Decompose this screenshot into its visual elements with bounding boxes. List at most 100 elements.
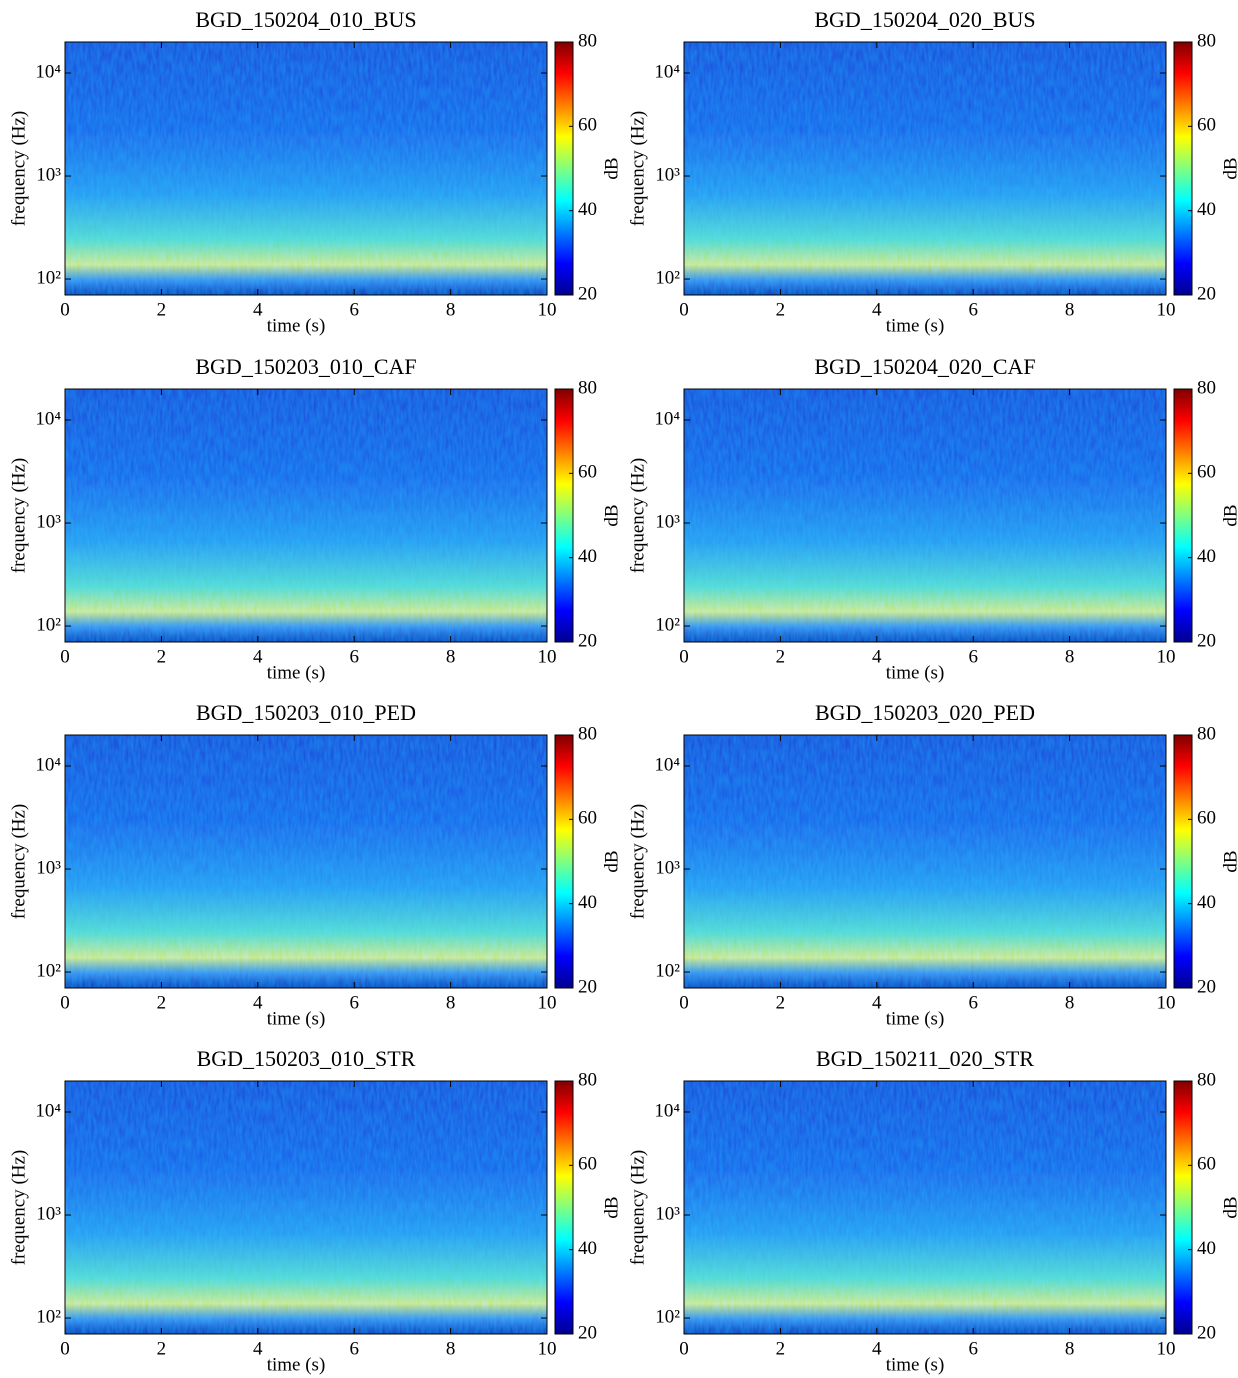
colorbar-tick-label: 20 — [1197, 1322, 1216, 1343]
panel: BGD_150204_010_BUS 0 2 4 6 8 10 10² 10³ 10⁴ time (… — [8, 7, 622, 336]
chart-title: BGD_150204_020_CAF — [814, 354, 1035, 379]
x-tick-label: 6 — [968, 299, 978, 320]
colorbar-tick-label: 20 — [578, 976, 597, 997]
colorbar-tick-label: 40 — [578, 199, 597, 220]
y-tick-label: 10³ — [36, 857, 61, 878]
colorbar-tick-label: 80 — [1197, 723, 1216, 744]
x-axis-label: time (s) — [886, 1008, 945, 1029]
colorbar — [1173, 41, 1193, 296]
x-tick-label: 4 — [872, 992, 882, 1013]
spectrogram-image — [65, 42, 547, 295]
x-tick-label: 2 — [157, 646, 167, 667]
x-tick-label: 0 — [679, 992, 689, 1013]
y-axis-label: frequency (Hz) — [8, 804, 29, 920]
spectrogram-image — [684, 42, 1166, 295]
spectrogram-image — [65, 735, 547, 988]
x-tick-label: 0 — [60, 1338, 70, 1359]
x-tick-label: 8 — [446, 299, 456, 320]
y-tick-label: 10⁴ — [35, 408, 61, 429]
colorbar-tick-label: 20 — [578, 1322, 597, 1343]
x-tick-label: 2 — [157, 992, 167, 1013]
colorbar-tick-label: 60 — [1197, 115, 1216, 136]
x-tick-label: 0 — [60, 992, 70, 1013]
colorbar-label: dB — [1220, 157, 1238, 179]
x-tick-label: 4 — [872, 1338, 882, 1359]
colorbar-tick-label: 60 — [578, 1154, 597, 1175]
x-tick-label: 10 — [1157, 646, 1176, 667]
x-tick-label: 0 — [60, 646, 70, 667]
panel: BGD_150211_020_STR 0 2 4 6 8 10 10² 10³ 10⁴ time (… — [627, 1046, 1238, 1375]
x-tick-label: 0 — [679, 646, 689, 667]
x-tick-label: 10 — [1157, 1338, 1176, 1359]
chart-title: BGD_150211_020_STR — [816, 1046, 1034, 1071]
x-axis-label: time (s) — [267, 315, 326, 336]
colorbar-tick-label: 80 — [578, 1069, 597, 1090]
colorbar-tick-label: 60 — [1197, 808, 1216, 829]
panel: BGD_150203_010_PED 0 2 4 6 8 10 10² 10³ 10⁴ time (… — [8, 700, 622, 1029]
panel: BGD_150203_020_PED 0 2 4 6 8 10 10² 10³ 10⁴ time (… — [627, 700, 1238, 1029]
x-tick-label: 6 — [349, 299, 359, 320]
colorbar — [554, 734, 574, 989]
x-tick-label: 0 — [679, 299, 689, 320]
y-tick-label: 10⁴ — [654, 61, 680, 82]
spectrogram-image — [65, 389, 547, 642]
chart-title: BGD_150203_020_PED — [815, 700, 1035, 725]
panel: BGD_150203_010_CAF 0 2 4 6 8 10 10² 10³ 10⁴ time (… — [8, 354, 622, 683]
colorbar-tick-label: 40 — [578, 546, 597, 567]
panel: BGD_150204_020_CAF 0 2 4 6 8 10 10² 10³ 10⁴ time (… — [627, 354, 1238, 683]
colorbar-label: dB — [601, 850, 622, 872]
x-tick-label: 4 — [253, 299, 263, 320]
colorbar-tick-label: 60 — [1197, 462, 1216, 483]
plot-frame — [64, 41, 548, 296]
spectrogram-image — [65, 1081, 547, 1334]
x-tick-label: 4 — [872, 646, 882, 667]
y-tick-label: 10² — [655, 960, 680, 981]
x-tick-label: 10 — [1157, 299, 1176, 320]
y-axis-label: frequency (Hz) — [627, 111, 648, 227]
x-tick-label: 8 — [1065, 299, 1075, 320]
y-tick-label: 10⁴ — [35, 61, 61, 82]
spectrogram-image — [684, 389, 1166, 642]
y-tick-label: 10⁴ — [654, 754, 680, 775]
y-tick-label: 10² — [655, 267, 680, 288]
y-axis-label: frequency (Hz) — [8, 1150, 29, 1266]
x-tick-label: 10 — [538, 646, 557, 667]
chart-title: BGD_150203_010_PED — [196, 700, 416, 725]
colorbar-label: dB — [1220, 504, 1238, 526]
colorbar — [1173, 734, 1193, 989]
x-tick-label: 8 — [446, 1338, 456, 1359]
x-tick-label: 0 — [679, 1338, 689, 1359]
x-tick-label: 2 — [776, 299, 786, 320]
colorbar-tick-label: 40 — [1197, 199, 1216, 220]
y-tick-label: 10³ — [655, 164, 680, 185]
colorbar-tick-label: 60 — [578, 115, 597, 136]
plot-frame — [683, 1080, 1167, 1335]
y-tick-label: 10³ — [655, 857, 680, 878]
x-tick-label: 2 — [157, 1338, 167, 1359]
x-axis-label: time (s) — [886, 315, 945, 336]
colorbar-tick-label: 80 — [1197, 377, 1216, 398]
x-tick-label: 10 — [538, 1338, 557, 1359]
plot-frame — [64, 1080, 548, 1335]
colorbar-tick-label: 60 — [578, 462, 597, 483]
colorbar-tick-label: 80 — [578, 723, 597, 744]
x-tick-label: 8 — [1065, 646, 1075, 667]
y-axis-label: frequency (Hz) — [627, 1150, 648, 1266]
colorbar-label: dB — [601, 157, 622, 179]
y-tick-label: 10³ — [655, 511, 680, 532]
colorbar — [1173, 1080, 1193, 1335]
x-tick-label: 8 — [1065, 992, 1075, 1013]
colorbar-label: dB — [1220, 850, 1238, 872]
y-axis-label: frequency (Hz) — [627, 804, 648, 920]
y-tick-label: 10³ — [36, 511, 61, 532]
y-tick-label: 10² — [36, 267, 61, 288]
y-tick-label: 10² — [655, 614, 680, 635]
colorbar-tick-label: 20 — [1197, 976, 1216, 997]
spectrogram-image — [684, 1081, 1166, 1334]
x-tick-label: 4 — [253, 646, 263, 667]
colorbar-tick-label: 40 — [1197, 1238, 1216, 1259]
colorbar-tick-label: 40 — [1197, 546, 1216, 567]
y-tick-label: 10² — [36, 960, 61, 981]
y-axis-label: frequency (Hz) — [8, 458, 29, 574]
x-tick-label: 0 — [60, 299, 70, 320]
